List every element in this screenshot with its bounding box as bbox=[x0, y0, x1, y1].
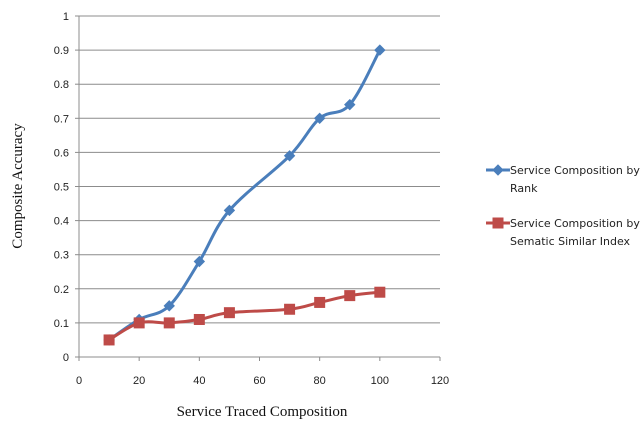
y-tick-label: 0.3 bbox=[54, 250, 69, 262]
data-point bbox=[163, 317, 175, 329]
legend-label: Sematic Similar Index bbox=[510, 235, 631, 248]
legend-item-1: Service Composition by Rank bbox=[486, 164, 640, 195]
x-tick-labels: 0 20 40 60 80 100 120 bbox=[76, 375, 449, 387]
y-tick-label: 0 bbox=[63, 352, 69, 364]
data-point bbox=[284, 303, 296, 315]
legend-marker bbox=[492, 217, 504, 229]
y-tick-label: 0.7 bbox=[54, 113, 69, 125]
x-tick-label: 20 bbox=[133, 375, 145, 387]
y-tick-label: 0.9 bbox=[54, 45, 69, 57]
data-point bbox=[374, 286, 386, 298]
y-tick-label: 0.6 bbox=[54, 147, 69, 159]
data-point bbox=[374, 44, 386, 56]
data-point bbox=[314, 296, 326, 308]
x-tick-label: 120 bbox=[431, 375, 449, 387]
series-1 bbox=[103, 44, 386, 346]
legend-label: Service Composition by bbox=[510, 164, 640, 177]
data-point bbox=[344, 98, 356, 111]
data-point bbox=[133, 317, 145, 329]
x-tick-label: 0 bbox=[76, 375, 82, 387]
x-tick-label: 40 bbox=[193, 375, 205, 387]
data-point bbox=[193, 313, 205, 325]
legend-label: Rank bbox=[510, 182, 538, 195]
gridlines bbox=[79, 15, 440, 324]
data-point bbox=[283, 150, 296, 162]
data-point bbox=[344, 290, 356, 302]
data-point bbox=[223, 204, 236, 217]
x-axis-title: Service Traced Composition bbox=[177, 404, 348, 420]
series-2 bbox=[103, 286, 386, 346]
legend-marker bbox=[492, 164, 504, 176]
y-tick-label: 0.2 bbox=[54, 284, 69, 296]
data-point bbox=[313, 112, 326, 125]
y-tick-label: 0.4 bbox=[54, 216, 69, 228]
data-point bbox=[163, 300, 175, 312]
data-point bbox=[193, 255, 206, 268]
axes bbox=[75, 15, 441, 361]
legend-item-2: Service Composition by Sematic Similar In… bbox=[486, 217, 640, 248]
legend-label: Service Composition by bbox=[510, 217, 640, 230]
x-tick-label: 60 bbox=[253, 375, 265, 387]
data-point bbox=[223, 307, 235, 319]
y-tick-labels: 0 0.1 0.2 0.3 0.4 0.5 0.6 0.7 0.8 0.9 1 bbox=[54, 11, 69, 364]
y-tick-label: 0.8 bbox=[54, 79, 69, 91]
x-tick-label: 80 bbox=[314, 375, 326, 387]
y-axis-title: Composite Accuracy bbox=[10, 123, 26, 249]
y-tick-label: 0.1 bbox=[54, 318, 69, 330]
y-tick-label: 0.5 bbox=[54, 182, 69, 194]
y-tick-label: 1 bbox=[63, 11, 69, 23]
series-group bbox=[103, 44, 386, 346]
x-tick-label: 100 bbox=[371, 375, 389, 387]
data-point bbox=[103, 334, 115, 346]
